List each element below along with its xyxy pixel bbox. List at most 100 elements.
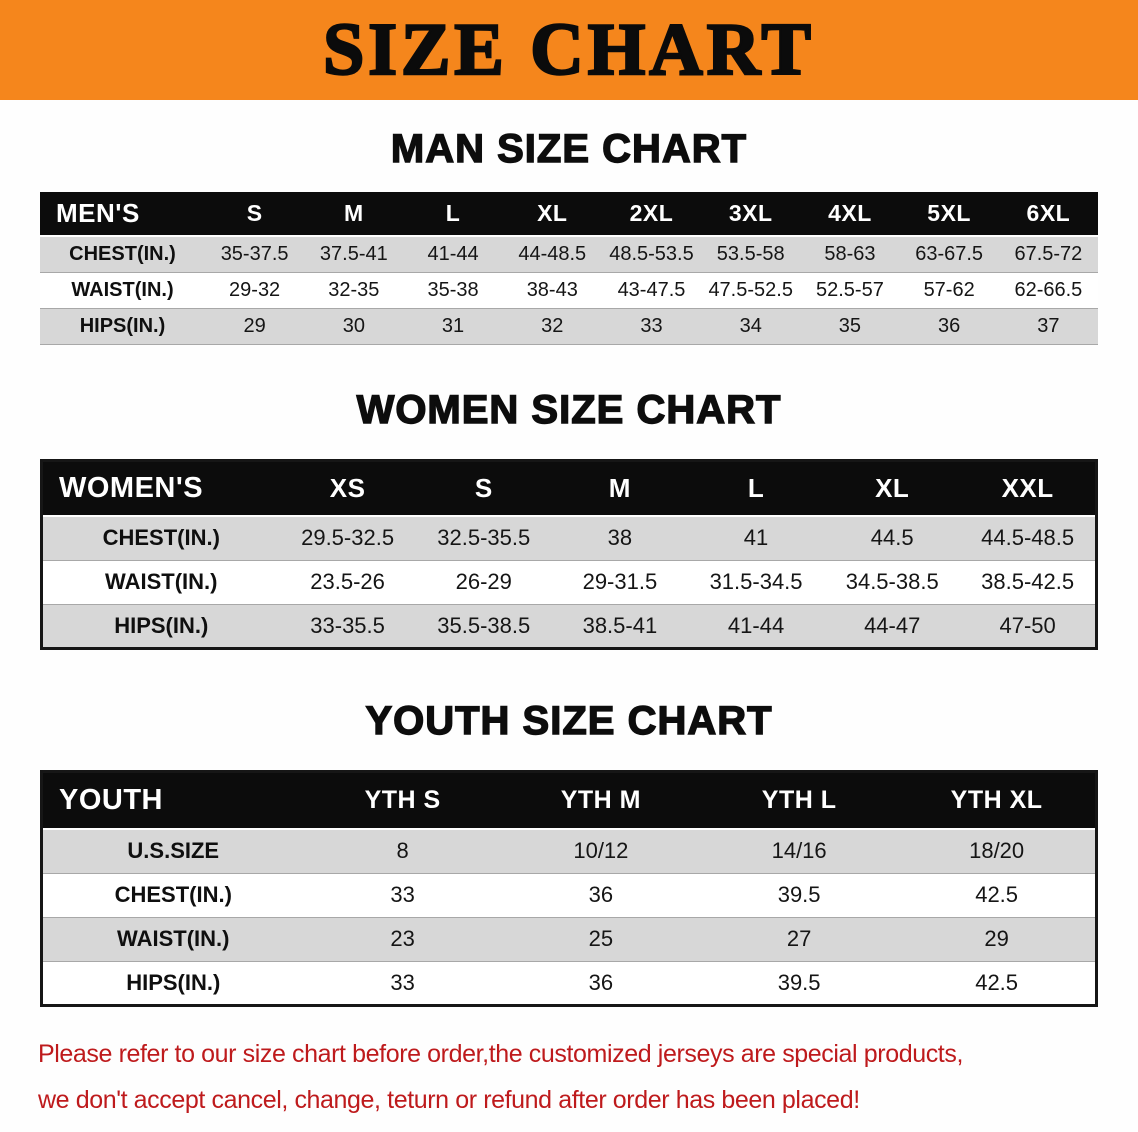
size-value-cell: 29 xyxy=(984,926,1009,951)
size-column-header: YTH S xyxy=(303,771,502,829)
size-value-cell: 37 xyxy=(1037,314,1060,337)
size-value-cell: 30 xyxy=(342,314,365,337)
size-value-cell: 47.5-52.5 xyxy=(708,278,793,301)
size-column-header: L xyxy=(403,192,503,236)
size-column-header: M xyxy=(551,460,688,516)
size-value-cell: 62-66.5 xyxy=(1014,278,1083,301)
size-value-cell: 31.5-34.5 xyxy=(709,569,803,594)
row-label: CHEST(IN.) xyxy=(69,242,176,265)
size-value-cell: 33 xyxy=(390,882,415,907)
size-value-cell: 31 xyxy=(441,314,465,337)
table-row: WAIST(IN.) 29-32 32-35 35-38 38-43 43-47.5 47.… xyxy=(40,272,1098,308)
disclaimer-line-1: Please refer to our size chart before or… xyxy=(38,1039,963,1068)
size-value-cell: 34.5-38.5 xyxy=(845,569,939,594)
size-value-cell: 44.5-48.5 xyxy=(981,525,1075,551)
size-value-cell: 36 xyxy=(588,882,614,907)
size-column-header: YTH M xyxy=(501,771,700,829)
size-value-cell: 23 xyxy=(390,926,415,951)
size-value-cell: 29.5-32.5 xyxy=(301,525,395,551)
size-value-cell: 48.5-53.5 xyxy=(609,242,694,265)
women-size-table: WOMEN'S XS S M L XL XXL CHEST(IN.) 29.5-32.5 32.5… xyxy=(40,458,1098,650)
size-value-cell: 32 xyxy=(541,314,564,337)
table-row: U.S.SIZE 8 10/12 14/16 18/20 xyxy=(41,829,1097,873)
size-value-cell: 42.5 xyxy=(975,969,1019,995)
table-row: HIPS(IN.) 33-35.5 35.5-38.5 38.5-41 41-44 44-… xyxy=(41,604,1097,648)
size-value-cell: 38-43 xyxy=(526,278,578,301)
size-value-cell: 58-63 xyxy=(824,242,876,265)
size-value-cell: 36 xyxy=(588,969,614,995)
size-value-cell: 44-47 xyxy=(864,612,921,638)
size-column-header: YTH L xyxy=(700,771,899,829)
size-value-cell: 52.5-57 xyxy=(816,278,884,301)
size-value-cell: 29-32 xyxy=(229,278,281,301)
row-label: HIPS(IN.) xyxy=(79,314,166,337)
row-label: U.S.SIZE xyxy=(127,838,220,864)
table-header-row: WOMEN'S XS S M L XL XXL xyxy=(41,460,1097,516)
size-value-cell: 34 xyxy=(739,314,762,337)
table-row: CHEST(IN.) 35-37.5 37.5-41 41-44 44-48.5 48.5… xyxy=(40,236,1098,272)
table-row: CHEST(IN.) 33 36 39.5 42.5 xyxy=(41,873,1097,917)
women-size-chart-heading: WOMEN SIZE CHART xyxy=(356,387,782,432)
size-value-cell: 25 xyxy=(588,926,614,951)
size-value-cell: 41-44 xyxy=(427,242,479,265)
row-label: WAIST(IN.) xyxy=(105,569,218,594)
men-size-table: MEN'S S M L XL 2XL 3XL 4XL 5XL 6XL CHEST(IN.) 35-37… xyxy=(40,192,1098,345)
size-value-cell: 42.5 xyxy=(975,882,1019,907)
size-value-cell: 39.5 xyxy=(777,882,821,907)
size-column-header: 2XL xyxy=(601,192,702,236)
size-value-cell: 44.5 xyxy=(870,525,914,551)
table-corner-label: MEN'S xyxy=(40,192,205,236)
size-value-cell: 47-50 xyxy=(999,612,1056,638)
disclaimer-text: Please refer to our size chart before or… xyxy=(38,1031,1118,1124)
size-value-cell: 36 xyxy=(938,314,961,337)
size-column-header: XL xyxy=(502,192,602,236)
size-value-cell: 35-38 xyxy=(427,278,479,301)
size-value-cell: 38.5-41 xyxy=(582,612,658,638)
size-value-cell: 39.5 xyxy=(777,969,821,995)
size-value-cell: 37.5-41 xyxy=(319,242,388,265)
man-size-chart-heading: MAN SIZE CHART xyxy=(390,126,748,171)
size-value-cell: 35.5-38.5 xyxy=(437,612,531,638)
table-row: HIPS(IN.) 29 30 31 32 33 34 35 36 37 xyxy=(40,308,1098,344)
size-column-header: L xyxy=(687,460,825,516)
size-value-cell: 8 xyxy=(396,838,409,864)
size-value-cell: 35-37.5 xyxy=(220,242,289,265)
size-value-cell: 41-44 xyxy=(727,612,785,638)
size-value-cell: 27 xyxy=(786,926,812,951)
table-header-row: MEN'S S M L XL 2XL 3XL 4XL 5XL 6XL xyxy=(40,192,1098,236)
size-value-cell: 57-62 xyxy=(923,278,975,301)
size-value-cell: 14/16 xyxy=(771,838,827,864)
size-column-header: 6XL xyxy=(998,192,1098,236)
table-row: WAIST(IN.) 23.5-26 26-29 29-31.5 31.5-34.5 34… xyxy=(41,560,1097,604)
size-value-cell: 32.5-35.5 xyxy=(437,525,531,551)
table-corner-label: YOUTH xyxy=(41,771,304,829)
table-header-row: YOUTH YTH S YTH M YTH L YTH XL xyxy=(41,771,1097,829)
table-row: WAIST(IN.) 23 25 27 29 xyxy=(41,917,1097,961)
size-value-cell: 23.5-26 xyxy=(310,569,385,594)
table-row: CHEST(IN.) 29.5-32.5 32.5-35.5 38 41 44.5 44.5… xyxy=(41,516,1097,560)
size-value-cell: 10/12 xyxy=(573,838,629,864)
size-value-cell: 29 xyxy=(243,314,266,337)
size-column-header: XXL xyxy=(960,460,1097,516)
row-label: HIPS(IN.) xyxy=(114,612,209,638)
size-value-cell: 35 xyxy=(838,314,862,337)
size-value-cell: 44-48.5 xyxy=(518,242,587,265)
size-value-cell: 33 xyxy=(640,314,663,337)
size-column-header: XS xyxy=(279,460,416,516)
size-value-cell: 18/20 xyxy=(969,838,1025,864)
size-column-header: YTH XL xyxy=(898,771,1097,829)
size-column-header: 5XL xyxy=(899,192,999,236)
youth-size-table: YOUTH YTH S YTH M YTH L YTH XL U.S.SIZE 8 10/12… xyxy=(40,769,1098,1007)
row-label: CHEST(IN.) xyxy=(102,525,220,551)
size-value-cell: 26-29 xyxy=(455,569,512,594)
size-value-cell: 43-47.5 xyxy=(617,278,686,301)
row-label: WAIST(IN.) xyxy=(71,278,174,301)
size-value-cell: 32-35 xyxy=(328,278,380,301)
size-column-header: XL xyxy=(824,460,961,516)
row-label: HIPS(IN.) xyxy=(126,969,221,995)
table-row: HIPS(IN.) 33 36 39.5 42.5 xyxy=(41,961,1097,1005)
size-value-cell: 38.5-42.5 xyxy=(981,569,1075,594)
disclaimer-line-2: we don't accept cancel, change, teturn o… xyxy=(38,1085,860,1114)
size-value-cell: 53.5-58 xyxy=(716,242,785,265)
